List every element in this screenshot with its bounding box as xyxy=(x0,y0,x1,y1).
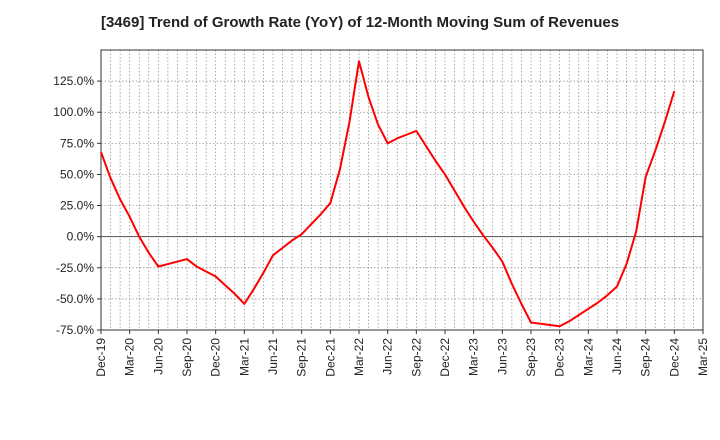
x-tick-label: Mar-25 xyxy=(696,338,710,376)
x-tick-label: Dec-20 xyxy=(209,338,223,377)
x-tick-label: Dec-19 xyxy=(94,338,108,377)
x-tick-label: Jun-22 xyxy=(381,338,395,375)
x-tick-label: Dec-23 xyxy=(553,338,567,377)
y-tick-label: 75.0% xyxy=(60,136,94,150)
x-tick-label: Dec-22 xyxy=(438,338,452,377)
x-tick-label: Mar-21 xyxy=(237,338,251,376)
y-tick-label: -75.0% xyxy=(56,323,94,337)
x-tick-label: Mar-23 xyxy=(467,338,481,376)
axis-layer xyxy=(97,49,704,334)
series-line xyxy=(100,60,676,328)
x-tick-label: Dec-24 xyxy=(667,338,681,377)
series-layer xyxy=(100,60,676,328)
x-tick-label: Sep-20 xyxy=(180,338,194,377)
y-tick-label: -25.0% xyxy=(56,261,94,275)
x-tick-label: Sep-23 xyxy=(524,338,538,377)
x-tick-label: Mar-22 xyxy=(352,338,366,376)
y-tick-label: 100.0% xyxy=(53,105,94,119)
y-tick-label: 50.0% xyxy=(60,167,94,181)
y-tick-label: -50.0% xyxy=(56,292,94,306)
x-tick-label: Jun-21 xyxy=(266,338,280,375)
x-tick-label: Sep-21 xyxy=(295,338,309,377)
plot-frame xyxy=(100,49,704,331)
grid-layer xyxy=(100,49,704,331)
x-tick-labels: Dec-19 Mar-20 Jun-20 Sep-20 Dec-20 Mar-21 Jun-… xyxy=(94,338,710,377)
y-tick-label: 0.0% xyxy=(67,230,95,244)
x-tick-label: Jun-24 xyxy=(610,338,624,375)
x-tick-label: Mar-24 xyxy=(581,338,595,376)
x-tick-label: Mar-20 xyxy=(123,338,137,376)
x-tick-label: Dec-21 xyxy=(323,338,337,377)
x-tick-label: Jun-20 xyxy=(151,338,165,375)
x-tick-label: Sep-22 xyxy=(409,338,423,377)
x-tick-label: Sep-24 xyxy=(639,338,653,377)
y-tick-label: 25.0% xyxy=(60,199,94,213)
y-tick-label: 125.0% xyxy=(53,74,94,88)
chart-title: [3469] Trend of Growth Rate (YoY) of 12-… xyxy=(100,14,620,31)
x-tick-label: Jun-23 xyxy=(495,338,509,375)
plot-area xyxy=(101,50,703,330)
y-tick-labels: -75.0% -50.0% -25.0% 0.0% 25.0% 50.0% 75.0% 100… xyxy=(53,74,94,337)
